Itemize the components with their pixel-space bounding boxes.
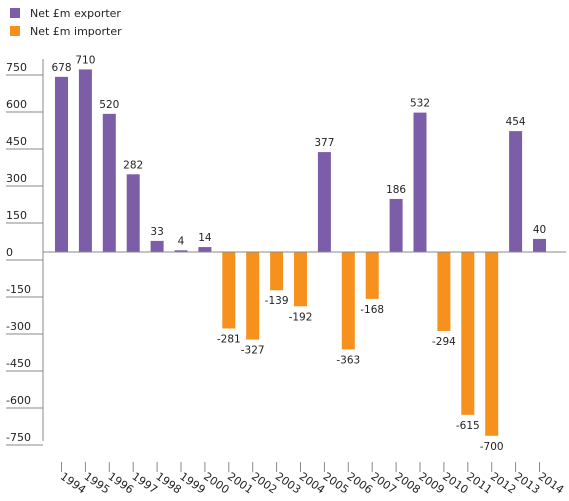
bar-2008 [389,198,403,252]
legend-item-exporter: Net £m exporter [10,6,122,20]
legend-item-importer: Net £m importer [10,24,122,38]
bar-2000 [198,247,212,252]
bar-2011 [461,252,475,415]
x-tick-label-2008: 2008 [392,470,422,497]
bar-2006 [341,252,355,350]
value-label-1994: 678 [51,62,71,74]
x-tick-label-2005: 2005 [321,470,351,497]
x-tick-label-2009: 2009 [416,470,446,497]
x-tick-label-2007: 2007 [368,470,398,497]
bar-2005 [317,152,331,252]
bar-1998 [150,240,164,252]
value-label-2006: -363 [336,354,360,366]
legend: Net £m exporter Net £m importer [10,6,122,42]
value-label-2008: 186 [386,184,406,196]
value-label-2003: -139 [265,295,289,307]
x-tick-label-1999: 1999 [177,470,207,497]
y-tick-label: 0 [6,246,13,259]
bar-2012 [485,252,499,436]
x-tick-label-2000: 2000 [201,470,231,497]
bar-2003 [270,252,284,291]
y-tick-label: -600 [6,394,31,407]
y-tick-label: 300 [6,172,27,185]
bar-1997 [126,174,140,252]
bar-1999 [174,250,188,253]
bar-2010 [437,252,451,331]
x-tick-label-2011: 2011 [464,470,494,497]
value-label-2011: -615 [456,420,480,432]
bar-2002 [246,252,260,340]
legend-swatch-exporter [10,8,20,18]
legend-swatch-importer [10,26,20,36]
x-tick-label-2003: 2003 [273,470,303,497]
x-tick-label-2012: 2012 [488,470,518,497]
x-tick-label-2013: 2013 [512,470,542,497]
y-tick-label: 600 [6,98,27,111]
x-tick-label-1994: 1994 [58,470,88,497]
value-label-2014: 40 [533,224,546,236]
value-label-1995: 710 [75,54,95,66]
legend-label-importer: Net £m importer [30,24,122,38]
x-tick-label-2002: 2002 [249,470,279,497]
x-tick-label-1998: 1998 [153,470,183,497]
y-tick-label: -300 [6,320,31,333]
value-label-2010: -294 [432,336,456,348]
bar-1994 [55,76,68,252]
bar-2004 [294,252,307,307]
bar-2009 [413,112,427,252]
x-tick-label-2001: 2001 [225,470,255,497]
x-tick-label-1995: 1995 [82,470,112,497]
x-tick-label-1997: 1997 [129,470,159,497]
value-label-2001: -281 [217,333,241,345]
y-tick-label: 750 [6,61,27,74]
y-tick-label: -150 [6,283,31,296]
y-tick-label: -450 [6,357,31,370]
bar-1995 [78,69,92,252]
y-tick-label: 450 [6,135,27,148]
bar-2007 [365,252,379,299]
x-tick-label-1996: 1996 [106,470,136,497]
y-tick-label: 150 [6,209,27,222]
bar-2001 [222,252,236,329]
bar-2013 [509,131,523,252]
bar-1996 [102,113,116,253]
legend-label-exporter: Net £m exporter [30,6,121,20]
value-label-1997: 282 [123,159,143,171]
bar-2014 [533,238,546,252]
value-label-2012: -700 [480,441,504,453]
value-label-2002: -327 [241,345,265,357]
value-label-2009: 532 [410,98,430,110]
y-tick-label: -750 [6,431,31,444]
value-label-2005: 377 [314,137,334,149]
value-label-1996: 520 [99,99,119,111]
value-label-1999: 4 [178,235,185,247]
value-label-2000: 14 [198,232,212,244]
value-label-2013: 454 [506,116,526,128]
value-label-2007: -168 [360,304,384,316]
value-label-2004: -192 [289,311,313,323]
x-tick-label-2014: 2014 [536,470,566,497]
x-tick-label-2010: 2010 [440,470,470,497]
value-label-1998: 33 [150,226,163,238]
x-tick-label-2006: 2006 [345,470,375,497]
x-tick-label-2004: 2004 [297,470,327,497]
